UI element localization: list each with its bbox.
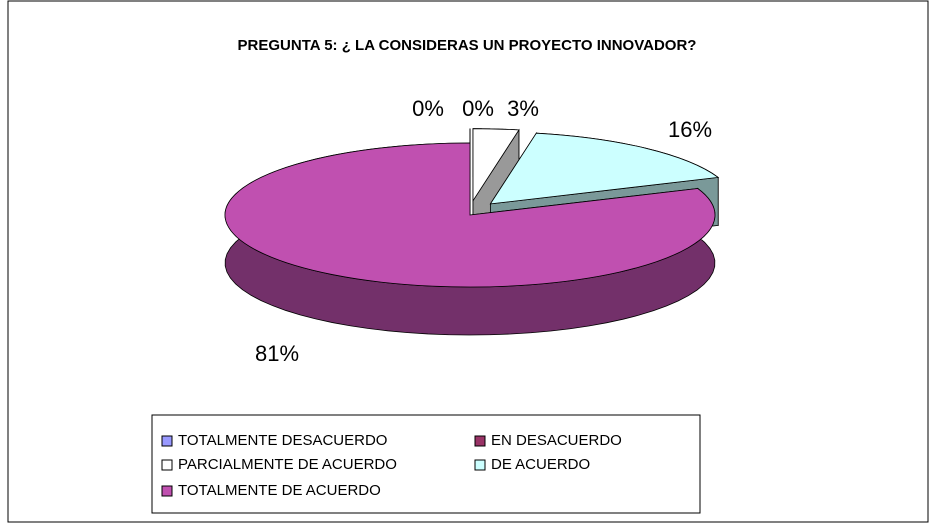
legend-label: TOTALMENTE DE ACUERDO xyxy=(178,482,381,499)
legend-label: TOTALMENTE DESACUERDO xyxy=(178,432,387,449)
pie xyxy=(224,128,720,336)
legend-swatch xyxy=(474,459,486,471)
data-label: 3% xyxy=(507,96,539,121)
legend-swatch xyxy=(161,459,173,471)
data-label: 16% xyxy=(668,117,712,142)
data-label: 0% xyxy=(462,96,494,121)
slice xyxy=(472,128,520,203)
chart-title: PREGUNTA 5: ¿ LA CONSIDERAS UN PROYECTO … xyxy=(238,37,697,54)
slice xyxy=(489,132,720,205)
legend-label: DE ACUERDO xyxy=(491,456,590,473)
legend-label: EN DESACUERDO xyxy=(491,432,622,449)
slice xyxy=(224,142,716,288)
data-label: 0% xyxy=(412,96,444,121)
legend-swatch xyxy=(474,435,486,447)
legend-label: PARCIALMENTE DE ACUERDO xyxy=(178,456,397,473)
data-label: 81% xyxy=(255,341,299,366)
legend-box xyxy=(151,414,701,514)
legend-swatch xyxy=(161,435,173,447)
legend-swatch xyxy=(161,485,173,497)
